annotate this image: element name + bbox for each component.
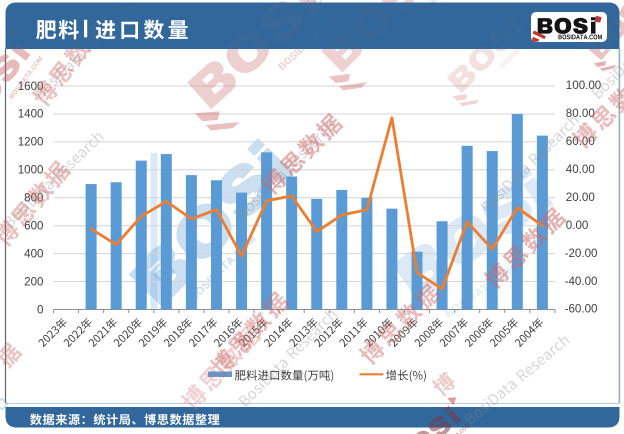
svg-text:-20.00: -20.00 — [565, 247, 598, 260]
svg-text:0.00: 0.00 — [566, 219, 589, 232]
svg-text:80.00: 80.00 — [566, 107, 595, 120]
svg-text:400: 400 — [24, 247, 43, 260]
svg-text:1000: 1000 — [18, 164, 44, 177]
svg-text:0: 0 — [37, 303, 43, 316]
svg-text:800: 800 — [24, 192, 43, 205]
svg-text:-60.00: -60.00 — [565, 303, 598, 316]
svg-text:100.00: 100.00 — [566, 79, 601, 92]
svg-text:20.00: 20.00 — [566, 191, 595, 204]
svg-text:1600: 1600 — [18, 80, 44, 93]
svg-text:200: 200 — [24, 275, 43, 288]
svg-text:600: 600 — [24, 220, 43, 233]
svg-text:1400: 1400 — [18, 108, 44, 121]
svg-text:40.00: 40.00 — [566, 163, 595, 176]
svg-text:60.00: 60.00 — [566, 135, 595, 148]
svg-text:-40.00: -40.00 — [565, 275, 598, 288]
svg-text:1200: 1200 — [18, 136, 44, 149]
